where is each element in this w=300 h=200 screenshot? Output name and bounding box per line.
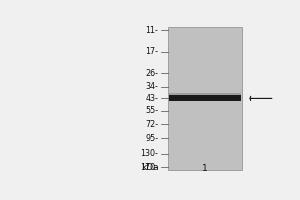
- Text: 43-: 43-: [146, 94, 158, 103]
- Text: 95-: 95-: [145, 134, 158, 143]
- Text: 55-: 55-: [145, 106, 158, 115]
- Bar: [169, 93, 241, 95]
- Bar: [168, 27, 242, 170]
- Text: 11-: 11-: [146, 26, 158, 35]
- Text: 34-: 34-: [146, 82, 158, 91]
- Text: 130-: 130-: [140, 149, 158, 158]
- Text: 26-: 26-: [146, 69, 158, 78]
- Text: 17-: 17-: [146, 47, 158, 56]
- Bar: [169, 95, 241, 101]
- Text: 170-: 170-: [140, 163, 158, 172]
- Text: 1: 1: [202, 164, 208, 173]
- Text: kDa: kDa: [141, 163, 158, 172]
- Text: 72-: 72-: [145, 120, 158, 129]
